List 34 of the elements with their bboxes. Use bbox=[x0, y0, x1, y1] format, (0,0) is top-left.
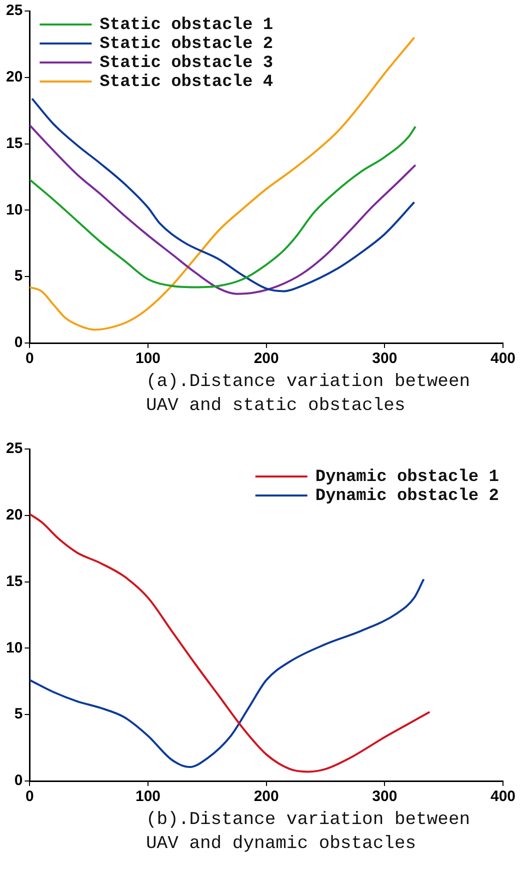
y-tick-label: 5 bbox=[14, 268, 23, 285]
x-tick-label: 400 bbox=[490, 788, 516, 806]
y-tick-label: 0 bbox=[14, 334, 23, 352]
y-tick-label: 15 bbox=[6, 572, 23, 590]
x-tick-label: 0 bbox=[26, 788, 34, 806]
x-tick-label: 100 bbox=[136, 350, 161, 368]
legend-label: Static obstacle 4 bbox=[100, 72, 274, 92]
line-series bbox=[30, 36, 416, 331]
x-tick-label: 300 bbox=[372, 788, 398, 806]
legend-label: Dynamic obstacle 1 bbox=[315, 468, 500, 487]
y-tick-label: 5 bbox=[14, 706, 23, 723]
text: (a).Distance variation between UAV and static obstacles bbox=[146, 371, 472, 418]
y-tick-label: 20 bbox=[6, 68, 23, 86]
y-tick-label: 15 bbox=[6, 134, 23, 152]
x-tick-label: 100 bbox=[136, 788, 161, 806]
x-tick-label: 200 bbox=[254, 788, 279, 806]
legend-label: Dynamic obstacle 2 bbox=[315, 486, 500, 506]
x-tick-label: 400 bbox=[490, 350, 516, 368]
text: (b).Distance variation between UAV and dynamic obstacles bbox=[146, 809, 472, 856]
x-tick-label: 200 bbox=[254, 350, 279, 368]
line-series bbox=[30, 513, 431, 773]
y-tick-label: 10 bbox=[6, 201, 23, 218]
legend-label: Static obstacle 1 bbox=[100, 16, 274, 35]
x-tick-label: 300 bbox=[372, 350, 398, 368]
y-tick-label: 0 bbox=[14, 772, 23, 790]
legend-label: Static obstacle 2 bbox=[100, 34, 274, 54]
line-series bbox=[31, 98, 416, 292]
y-tick-label: 20 bbox=[6, 506, 23, 524]
y-tick-label: 25 bbox=[6, 440, 23, 458]
line-series bbox=[30, 578, 425, 768]
x-tick-label: 0 bbox=[26, 350, 34, 368]
legend-label: Static obstacle 3 bbox=[100, 54, 274, 73]
y-tick-label: 25 bbox=[6, 2, 23, 20]
y-tick-label: 10 bbox=[6, 639, 23, 656]
